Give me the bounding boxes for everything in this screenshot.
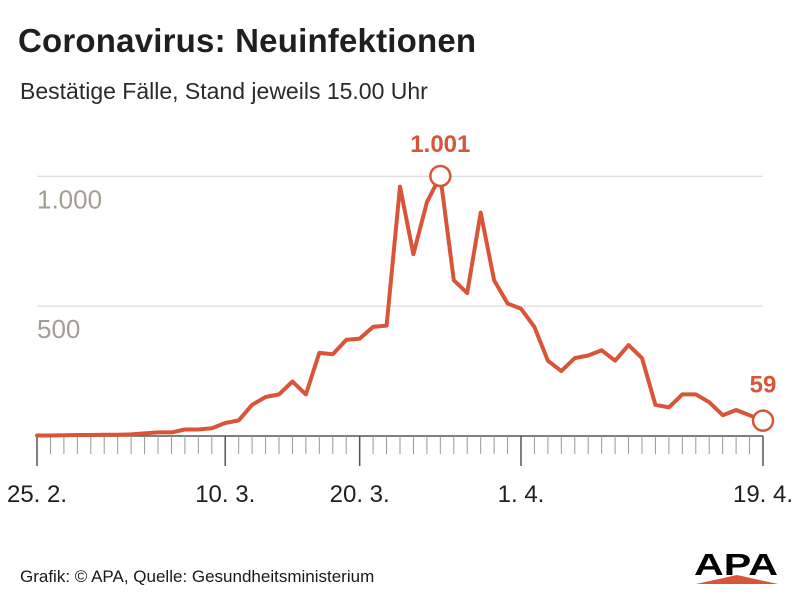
chart-subtitle: Bestätige Fälle, Stand jeweils 15.00 Uhr [20, 78, 428, 104]
y-axis-tick-labels: 500 1.000 [37, 184, 102, 344]
line-chart: 500 1.000 25. 2. 10. 3. 20. 3. 1. 4. 19. 4. 1… [7, 131, 793, 508]
chart-title: Coronavirus: Neuinfektionen [18, 22, 477, 59]
x-tick-label: 1. 4. [498, 481, 545, 508]
series-lines [35, 174, 765, 438]
apa-logo-accent [696, 575, 778, 584]
x-axis-tick-labels: 25. 2. 10. 3. 20. 3. 1. 4. 19. 4. [7, 481, 793, 508]
annotation-label: 59 [750, 372, 777, 399]
annotation-marker [751, 409, 775, 432]
x-tick-label: 19. 4. [733, 481, 793, 508]
source-credit: Grafik: © APA, Quelle: Gesundheitsminist… [20, 567, 375, 586]
x-tick-label: 20. 3. [330, 481, 390, 508]
x-axis [36, 435, 764, 466]
x-tick-label: 25. 2. [7, 481, 67, 508]
series-line [35, 174, 765, 438]
x-tick-label: 10. 3. [195, 481, 255, 508]
annotation-marker [429, 164, 452, 188]
y-tick-label: 1.000 [37, 184, 102, 214]
gridlines [37, 175, 763, 307]
apa-logo: APA [694, 548, 778, 584]
y-tick-label: 500 [37, 314, 80, 344]
annotations: 1.001 59 [410, 131, 777, 432]
annotation-label: 1.001 [410, 131, 470, 158]
